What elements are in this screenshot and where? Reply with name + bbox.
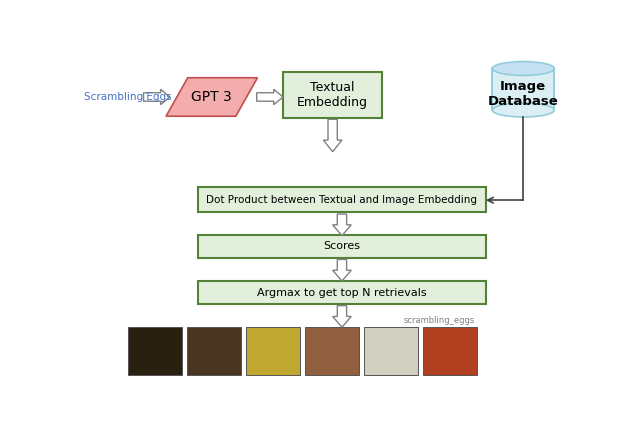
FancyBboxPatch shape <box>422 327 477 375</box>
FancyBboxPatch shape <box>364 327 418 375</box>
Text: Image
Database: Image Database <box>488 80 559 108</box>
FancyBboxPatch shape <box>305 327 359 375</box>
FancyBboxPatch shape <box>283 72 382 118</box>
Text: Scores: Scores <box>323 242 360 252</box>
Polygon shape <box>323 119 342 152</box>
Polygon shape <box>166 78 257 116</box>
Polygon shape <box>143 89 170 105</box>
FancyBboxPatch shape <box>187 327 241 375</box>
Text: Dot Product between Textual and Image Embedding: Dot Product between Textual and Image Em… <box>207 195 477 205</box>
FancyBboxPatch shape <box>492 68 554 110</box>
Polygon shape <box>257 89 283 105</box>
Polygon shape <box>333 214 351 235</box>
Ellipse shape <box>492 61 554 75</box>
FancyBboxPatch shape <box>128 327 182 375</box>
Text: Argmax to get top N retrievals: Argmax to get top N retrievals <box>257 288 427 297</box>
Polygon shape <box>333 259 351 281</box>
Text: Textual
Embedding: Textual Embedding <box>297 81 368 109</box>
FancyBboxPatch shape <box>198 187 486 212</box>
Polygon shape <box>333 306 351 327</box>
Text: scrambling_eggs: scrambling_eggs <box>404 316 476 325</box>
Text: Scrambling Eggs: Scrambling Eggs <box>84 92 172 102</box>
Text: GPT 3: GPT 3 <box>191 90 232 104</box>
FancyBboxPatch shape <box>198 235 486 258</box>
FancyBboxPatch shape <box>246 327 300 375</box>
FancyBboxPatch shape <box>198 281 486 304</box>
Ellipse shape <box>492 103 554 117</box>
